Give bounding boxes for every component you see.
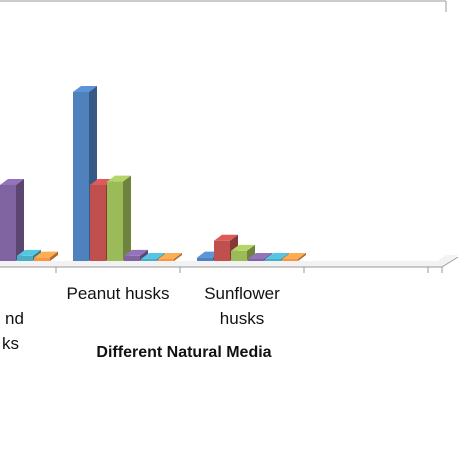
- category-label: ks: [2, 334, 19, 353]
- category-label: Sunflower: [204, 284, 280, 303]
- bar-side: [247, 244, 255, 261]
- bar-front: [73, 92, 89, 261]
- bar-side: [174, 253, 182, 261]
- bars: [0, 86, 306, 261]
- bar-side: [298, 253, 306, 261]
- bar-side: [50, 251, 58, 261]
- bar: [158, 253, 182, 261]
- bar-front: [265, 259, 281, 261]
- bar: [34, 251, 58, 261]
- bar: [124, 249, 148, 261]
- bar: [231, 244, 255, 261]
- x-axis-label: Different Natural Media: [96, 344, 271, 361]
- category-label: nd: [5, 309, 24, 328]
- bar: [0, 178, 24, 261]
- category-ticks: nd ks Peanut husks Sunflower husks: [2, 267, 429, 353]
- bar-side: [140, 249, 148, 261]
- bar-side: [16, 178, 24, 261]
- bar-front: [197, 257, 213, 261]
- bar-front: [107, 181, 123, 261]
- category-label: husks: [220, 309, 264, 328]
- bar: [107, 175, 131, 261]
- plot-frame: [0, 0, 459, 273]
- bar-front: [231, 250, 247, 261]
- bar: [282, 253, 306, 261]
- bar-front: [248, 259, 264, 261]
- bar-front: [17, 255, 33, 261]
- category-label: Peanut husks: [66, 284, 169, 303]
- bar-front: [90, 184, 106, 261]
- bar-side: [123, 175, 131, 261]
- bar-front: [34, 257, 50, 261]
- bar-front: [214, 240, 230, 261]
- bar-front: [158, 259, 174, 261]
- bar-front: [282, 259, 298, 261]
- bar-front: [124, 255, 140, 261]
- bar-front: [141, 259, 157, 261]
- floor-edge: [441, 256, 459, 268]
- bar-front: [0, 184, 16, 261]
